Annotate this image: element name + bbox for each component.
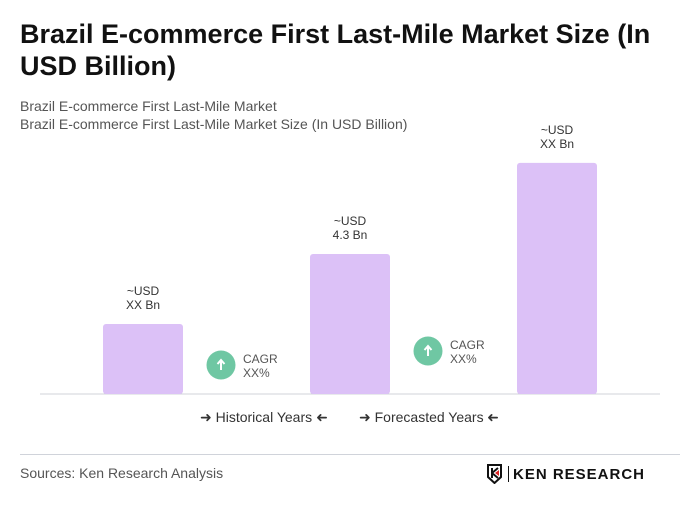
page-title: Brazil E-commerce First Last-Mile Market… — [20, 19, 651, 81]
bar — [103, 324, 183, 394]
arrow-up-icon — [423, 344, 433, 356]
legend-forecasted: ➜ Forecasted Years ➜ — [359, 409, 500, 425]
legend-forecasted-label: Forecasted Years — [374, 409, 484, 425]
cagr-label: CAGR — [450, 338, 485, 352]
sources: Sources: Ken Research Analysis — [20, 465, 224, 481]
logo-text: KEN RESEARCH — [513, 465, 646, 483]
bar-label: ~USD — [334, 214, 367, 228]
cagr-label: CAGR — [243, 352, 278, 366]
cagr-value: XX% — [243, 366, 270, 380]
ken-research-logo: KEN RESEARCH — [486, 464, 645, 484]
bar-label: ~USD — [127, 284, 160, 298]
arrow-up-icon — [216, 358, 226, 370]
cagr-value: XX% — [450, 352, 477, 366]
bar-label: XX Bn — [126, 298, 160, 312]
logo-icon — [487, 464, 502, 484]
bar — [310, 254, 390, 394]
bar — [517, 162, 597, 394]
bar-label: ~USD — [541, 123, 574, 137]
legend-historical-label: Historical Years — [215, 409, 313, 425]
bar-label: XX Bn — [540, 137, 574, 151]
subtitle: Brazil E-commerce First Last-Mile Market — [20, 98, 277, 114]
legend-historical: ➜ Historical Years ➜ — [200, 409, 328, 425]
footer-divider — [20, 454, 680, 455]
bar-label: 4.3 Bn — [333, 228, 368, 242]
subtitle-2: Brazil E-commerce First Last-Mile Market… — [20, 116, 408, 132]
